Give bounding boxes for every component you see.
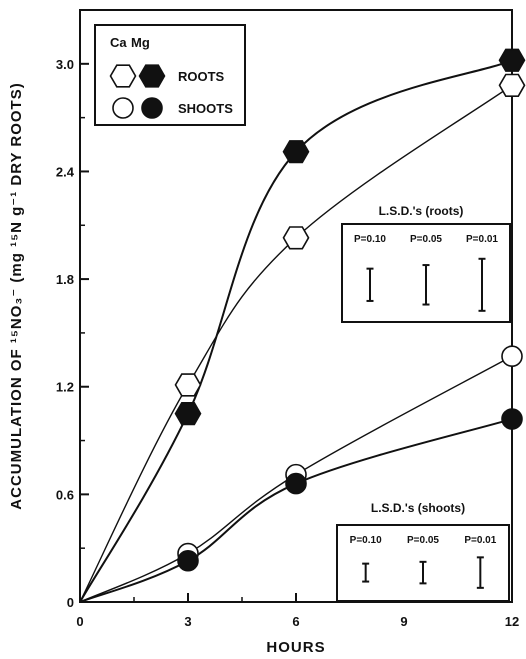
lsd_roots-p-label: P=0.05 (410, 234, 442, 245)
legend-marker-open-circle (112, 97, 134, 119)
y-tick-label: 0 (67, 595, 74, 610)
data-point-mg-roots (282, 140, 310, 164)
lsd_shoots-p-label: P=0.05 (407, 535, 439, 546)
axes: 0 3 6 9 12 0 0.6 1.2 1.8 2.4 3.0 HOURS ACCUMULATION … (8, 9, 519, 656)
data-point-ca-shoots (501, 345, 523, 368)
x-tick-label: 9 (400, 614, 407, 629)
legend-header-ca: Ca (110, 35, 127, 50)
y-tick-label: 3.0 (56, 57, 74, 72)
data-point-ca-roots (282, 226, 310, 250)
series-markers (174, 48, 526, 572)
lsd-roots-box: L.S.D.'s (roots) P=0.10 P=0.05 P=0.01 (341, 204, 511, 323)
data-point-mg-shoots (285, 472, 307, 495)
lsd_roots-title: L.S.D.'s (roots) (379, 204, 464, 218)
y-tick-label: 2.4 (56, 164, 75, 179)
legend-header-mg: Mg (131, 35, 150, 50)
legend-marker-filled-circle (141, 97, 163, 119)
y-axis-title: ACCUMULATION OF ¹⁵NO₃⁻ (mg ¹⁵N g⁻¹ DRY R… (8, 82, 25, 509)
legend-label: SHOOTS (178, 101, 233, 116)
x-tick-label: 6 (292, 614, 299, 629)
data-point-ca-roots (498, 73, 526, 97)
legend-label: ROOTS (178, 69, 225, 84)
data-point-mg-shoots (501, 408, 523, 430)
data-point-mg-roots (498, 48, 526, 72)
x-axis-title: HOURS (266, 639, 325, 656)
y-tick-label: 0.6 (56, 487, 74, 502)
lsd_roots-p-label: P=0.01 (466, 234, 498, 245)
y-tick-label: 1.8 (56, 272, 74, 287)
lsd_shoots-title: L.S.D.'s (shoots) (371, 501, 465, 515)
data-point-mg-roots (174, 401, 202, 426)
data-point-mg-shoots (177, 549, 199, 572)
legend: Ca Mg ROOTS SHOOTS (94, 24, 246, 126)
x-tick-label: 12 (505, 614, 519, 629)
lsd_roots-p-label: P=0.10 (354, 234, 386, 245)
lsd_shoots-p-label: P=0.10 (350, 535, 382, 546)
x-tick-label: 0 (76, 614, 83, 629)
series-line-mg-roots (79, 59, 513, 603)
series-line-ca-roots (79, 84, 513, 603)
legend-marker-filled-hexagon (138, 64, 166, 88)
y-tick-label: 1.2 (56, 380, 74, 395)
series-line-ca-shoots (79, 355, 513, 603)
series-curves (79, 59, 513, 603)
x-tick-label: 3 (184, 614, 191, 629)
lsd_shoots-p-label: P=0.01 (464, 535, 496, 546)
lsd-shoots-box: L.S.D.'s (shoots) P=0.10 P=0.05 P=0.01 (336, 501, 510, 602)
data-point-ca-roots (174, 373, 202, 397)
legend-marker-open-hexagon (109, 64, 137, 88)
series-line-mg-shoots (79, 418, 513, 603)
